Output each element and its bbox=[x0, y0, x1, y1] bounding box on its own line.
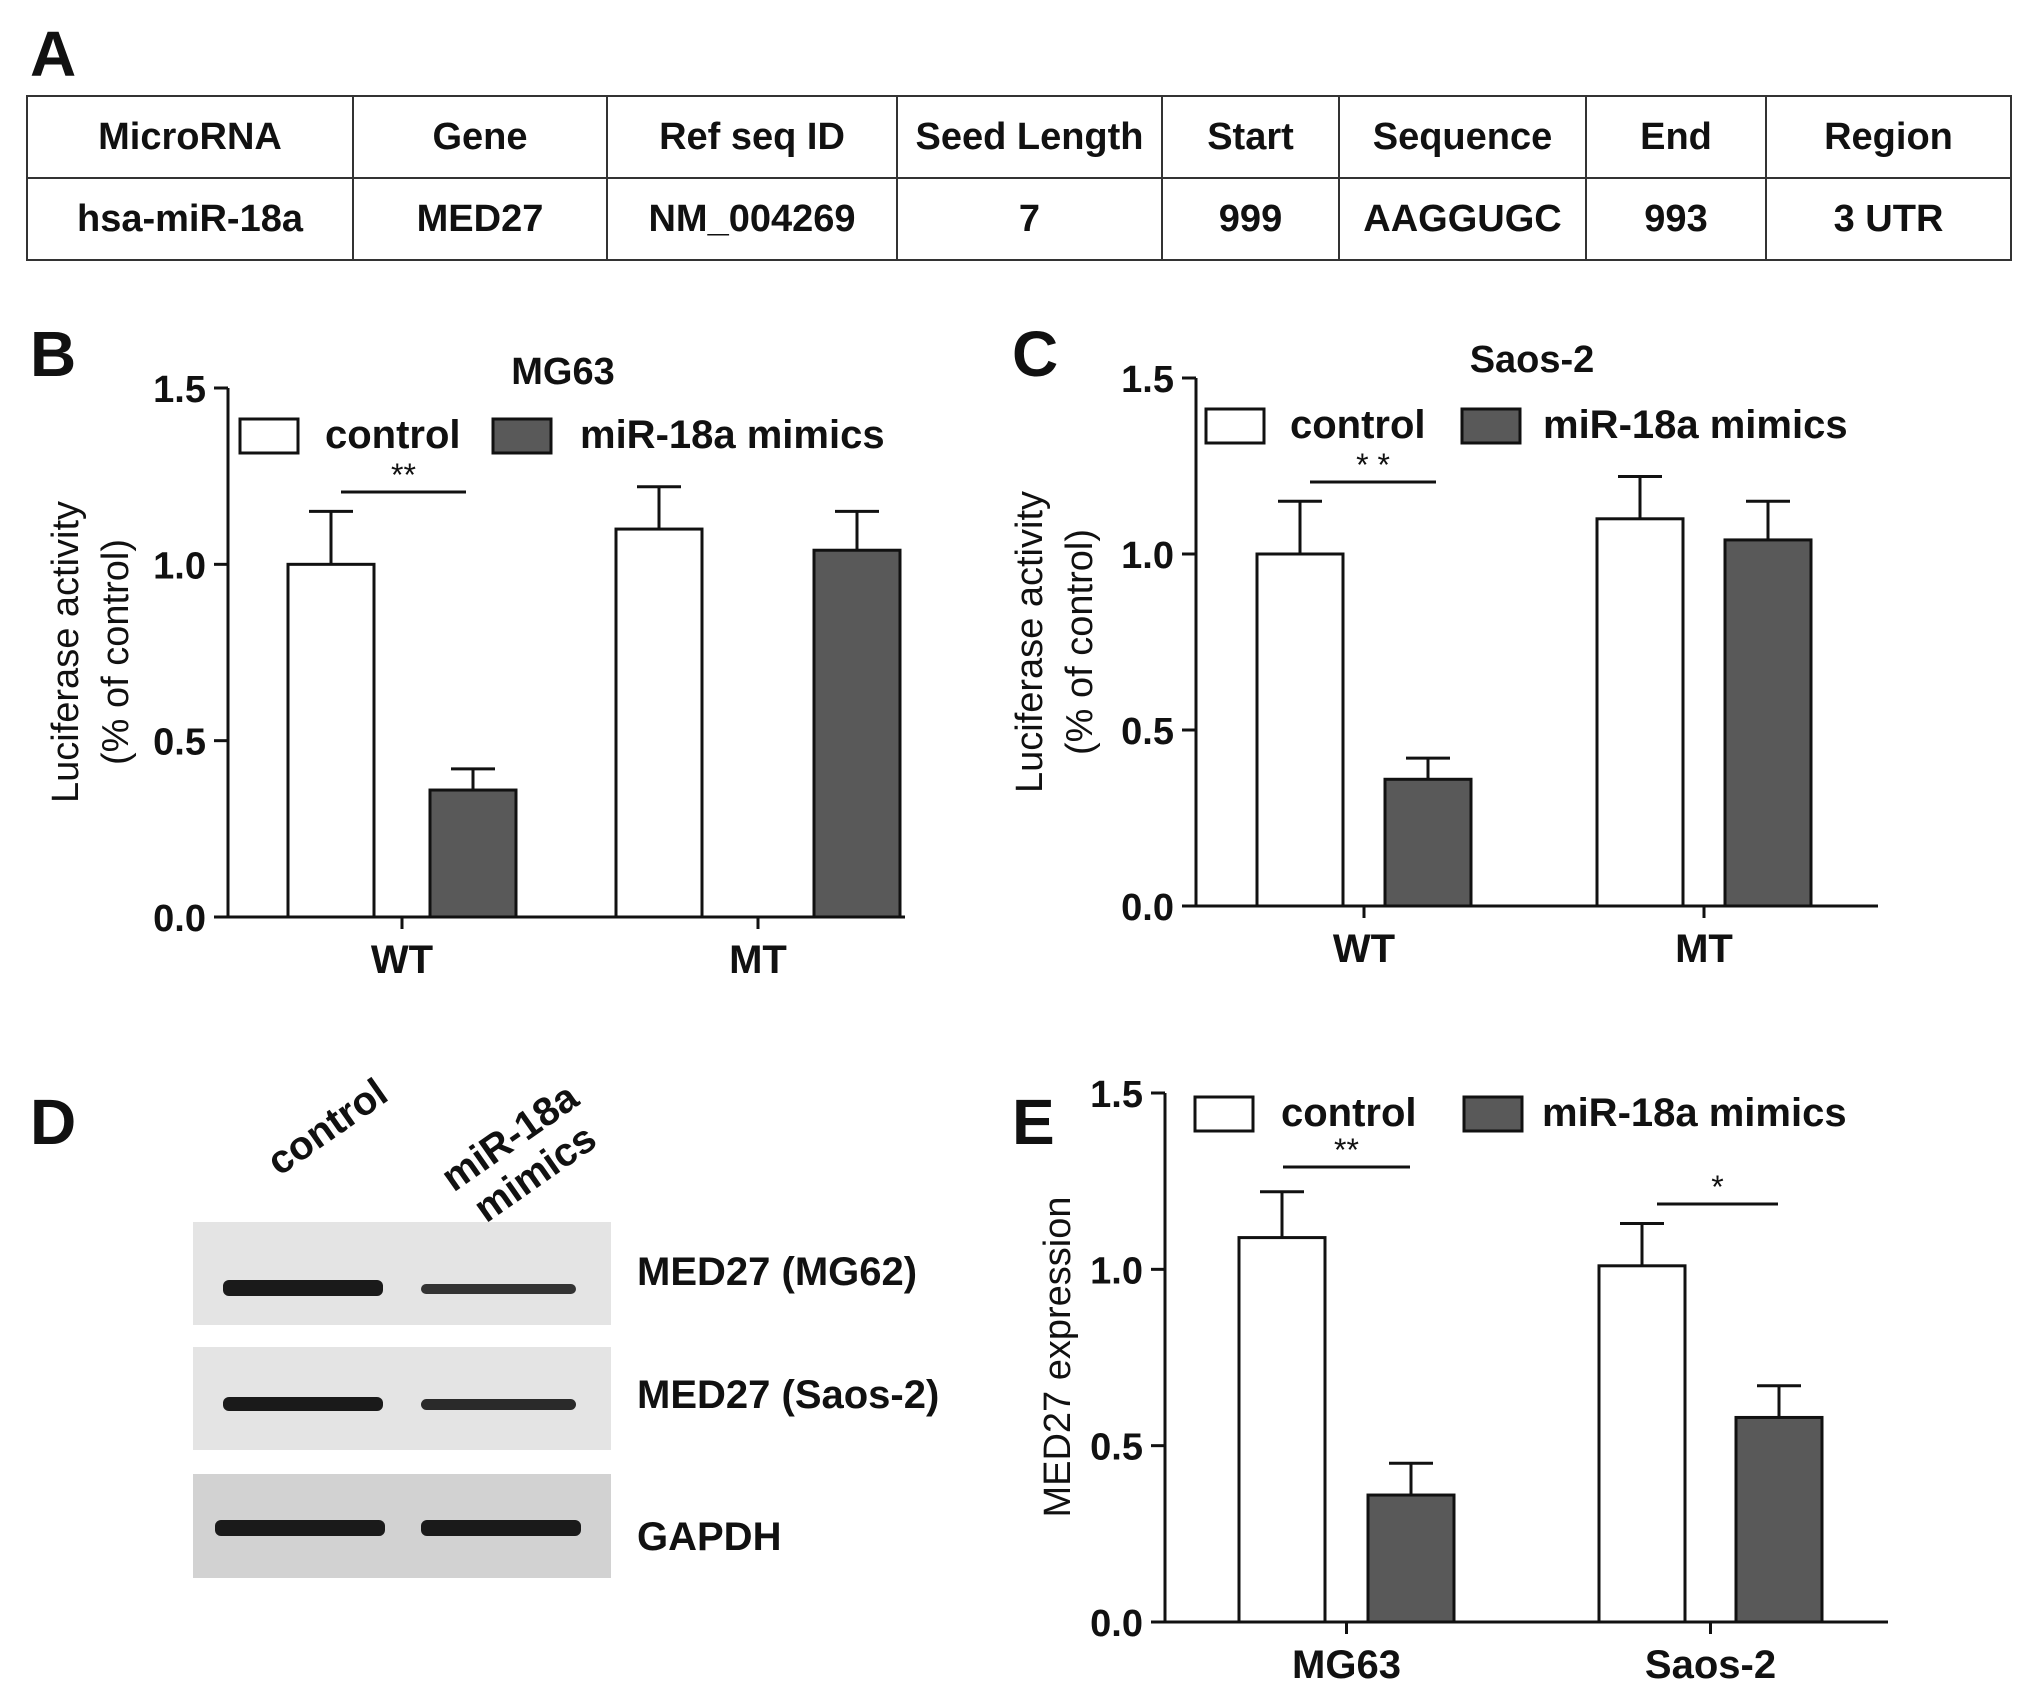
x-tick-label: WT bbox=[1333, 927, 1395, 971]
legend-label-mimics: miR-18a mimics bbox=[580, 413, 885, 457]
legend-swatch-mimics bbox=[1462, 1095, 1524, 1133]
blot-band-control bbox=[223, 1397, 383, 1411]
y-tick-label: 1.0 bbox=[153, 545, 206, 587]
bar-mimics bbox=[1734, 1415, 1824, 1624]
table-header-cell: Start bbox=[1161, 95, 1340, 179]
table-row: hsa-miR-18a MED27 NM_004269 7 999 AAGGUG… bbox=[26, 177, 2012, 261]
table-cell: 7 bbox=[896, 177, 1163, 261]
legend-label-control: control bbox=[1281, 1091, 1417, 1135]
legend-label-mimics: miR-18a mimics bbox=[1542, 1091, 1847, 1135]
bar-mimics bbox=[1723, 538, 1813, 908]
table-header-cell: Region bbox=[1765, 95, 2012, 179]
blot-strip-gapdh bbox=[193, 1474, 611, 1578]
legend-swatch-control bbox=[1204, 407, 1266, 445]
bar-mimics bbox=[428, 788, 518, 919]
legend-swatch-mimics bbox=[491, 417, 553, 455]
legend-label-mimics: miR-18a mimics bbox=[1543, 403, 1848, 447]
chart-title: MG63 bbox=[511, 351, 614, 393]
y-axis-label: (% of control) bbox=[1059, 529, 1101, 755]
y-tick-label: 0.5 bbox=[153, 722, 206, 764]
target-prediction-table: MicroRNA Gene Ref seq ID Seed Length Sta… bbox=[26, 95, 2012, 261]
y-tick-label: 0.5 bbox=[1090, 1427, 1143, 1469]
panel-label-a: A bbox=[30, 18, 77, 90]
significance-label: ** bbox=[391, 457, 416, 493]
bar-control bbox=[1255, 552, 1345, 908]
bar-mimics bbox=[1383, 777, 1473, 908]
y-tick-label: 1.0 bbox=[1090, 1250, 1143, 1292]
y-axis-label: MED27 expression bbox=[1037, 1196, 1079, 1517]
significance-label: * bbox=[1711, 1169, 1723, 1205]
table-header-row: MicroRNA Gene Ref seq ID Seed Length Sta… bbox=[26, 95, 2012, 179]
legend-label-control: control bbox=[325, 413, 461, 457]
x-tick-label: MT bbox=[729, 938, 787, 982]
table-cell: NM_004269 bbox=[606, 177, 898, 261]
y-tick-label: 0.0 bbox=[1121, 887, 1174, 929]
bar-mimics bbox=[812, 548, 902, 919]
significance-label: ** bbox=[1334, 1132, 1359, 1168]
table-cell: hsa-miR-18a bbox=[26, 177, 354, 261]
y-axis-label: (% of control) bbox=[95, 539, 137, 765]
chart-title: Saos-2 bbox=[1470, 339, 1595, 381]
panel-label-e: E bbox=[1012, 1086, 1055, 1158]
x-tick-label: MG63 bbox=[1292, 1643, 1401, 1687]
y-tick-label: 0.0 bbox=[153, 898, 206, 940]
table-cell: MED27 bbox=[352, 177, 608, 261]
x-tick-label: MT bbox=[1675, 927, 1733, 971]
legend-swatch-mimics bbox=[1460, 407, 1522, 445]
blot-band-control bbox=[215, 1520, 385, 1536]
blot-band-mimics bbox=[421, 1399, 576, 1410]
y-tick-label: 1.5 bbox=[153, 369, 206, 411]
y-tick-label: 0.5 bbox=[1121, 711, 1174, 753]
table-header-cell: Ref seq ID bbox=[606, 95, 898, 179]
bar-control bbox=[1237, 1236, 1327, 1624]
panel-label-b: B bbox=[30, 318, 77, 390]
significance-label: * * bbox=[1356, 447, 1390, 483]
blot-band-mimics bbox=[421, 1284, 576, 1294]
y-tick-label: 1.5 bbox=[1090, 1074, 1143, 1116]
y-tick-label: 1.5 bbox=[1121, 359, 1174, 401]
table-header-cell: MicroRNA bbox=[26, 95, 354, 179]
bar-mimics bbox=[1366, 1493, 1456, 1624]
table-header-cell: Sequence bbox=[1338, 95, 1587, 179]
legend-label-control: control bbox=[1290, 403, 1426, 447]
table-cell: AAGGUGC bbox=[1338, 177, 1587, 261]
table-cell: 999 bbox=[1161, 177, 1340, 261]
panel-label-c: C bbox=[1012, 318, 1059, 390]
x-tick-label: Saos-2 bbox=[1645, 1643, 1776, 1687]
y-tick-label: 0.0 bbox=[1090, 1603, 1143, 1645]
bar-control bbox=[1595, 517, 1685, 908]
blot-strip-med27-mg62 bbox=[193, 1222, 611, 1325]
legend-swatch-control bbox=[238, 417, 300, 455]
y-axis-label: Luciferase activity bbox=[45, 501, 87, 803]
blot-strip-med27-saos2 bbox=[193, 1347, 611, 1450]
bar-control bbox=[614, 527, 704, 919]
x-tick-label: WT bbox=[371, 938, 433, 982]
legend-swatch-control bbox=[1193, 1095, 1255, 1133]
y-axis-label: Luciferase activity bbox=[1009, 491, 1051, 793]
y-tick-label: 1.0 bbox=[1121, 535, 1174, 577]
table-header-cell: Gene bbox=[352, 95, 608, 179]
blot-band-control bbox=[223, 1280, 383, 1296]
blot-label-gapdh: GAPDH bbox=[637, 1515, 782, 1559]
blot-label-med27-mg62: MED27 (MG62) bbox=[637, 1250, 918, 1294]
table-header-cell: End bbox=[1585, 95, 1767, 179]
bar-control bbox=[286, 562, 376, 919]
panel-label-d: D bbox=[30, 1086, 77, 1158]
blot-band-mimics bbox=[421, 1520, 581, 1536]
table-header-cell: Seed Length bbox=[896, 95, 1163, 179]
table-cell: 993 bbox=[1585, 177, 1767, 261]
table-cell: 3 UTR bbox=[1765, 177, 2012, 261]
blot-label-med27-saos2: MED27 (Saos-2) bbox=[637, 1373, 940, 1417]
bar-control bbox=[1597, 1264, 1687, 1624]
